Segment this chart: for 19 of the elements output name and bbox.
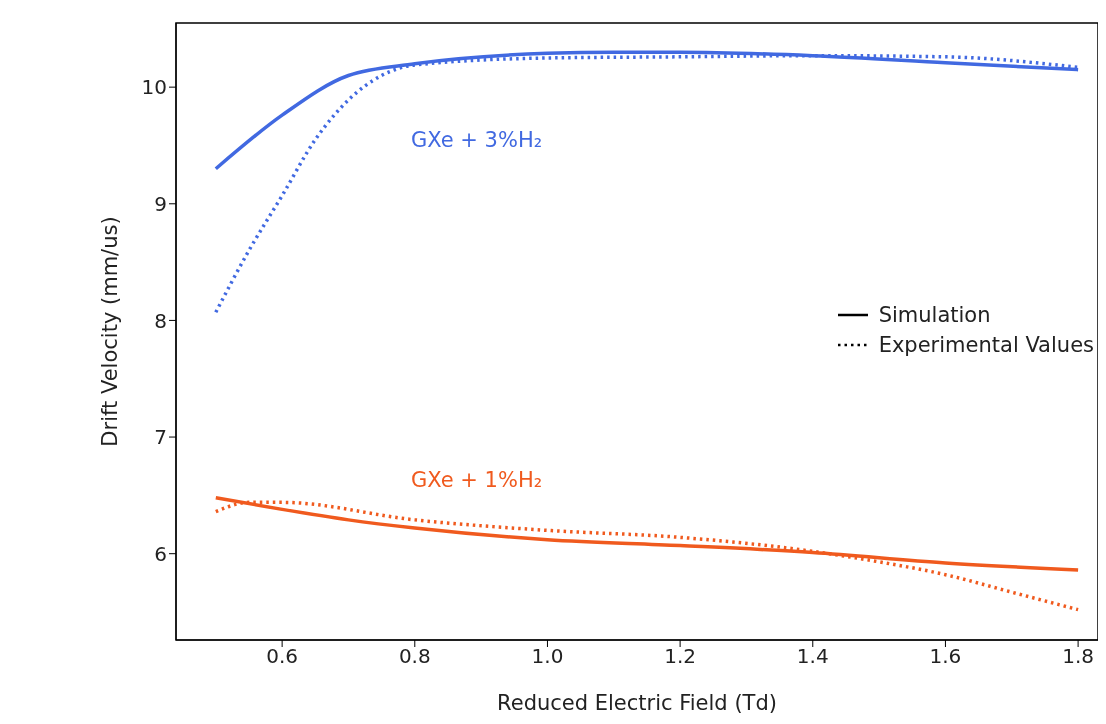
x-tick-label: 1.6 xyxy=(929,644,962,669)
x-tick-label: 0.8 xyxy=(398,644,431,669)
x-tick-label: 1.2 xyxy=(664,644,697,669)
x-tick-label: 1.8 xyxy=(1062,644,1095,669)
y-tick-label: 6 xyxy=(154,541,167,566)
annotation: Experimental Values xyxy=(878,332,1094,359)
annotation: GXe + 3%H₂ xyxy=(411,128,543,152)
y-tick-label: 9 xyxy=(154,191,167,216)
annotation: GXe + 1%H₂ xyxy=(411,468,543,492)
line-series xyxy=(214,500,1080,612)
y-tick-label: 8 xyxy=(154,308,167,333)
y-axis-title: Drift Velocity (mm/us) xyxy=(98,216,123,447)
x-tick-label: 1.4 xyxy=(796,644,829,669)
x-axis-title: Reduced Electric Field (Td) xyxy=(497,691,777,715)
annotation: Simulation xyxy=(878,302,991,329)
y-tick-label: 10 xyxy=(141,75,167,100)
x-tick-label: 0.6 xyxy=(266,644,299,669)
x-tick-label: 1.0 xyxy=(531,644,564,669)
y-tick-label: 7 xyxy=(154,425,167,450)
